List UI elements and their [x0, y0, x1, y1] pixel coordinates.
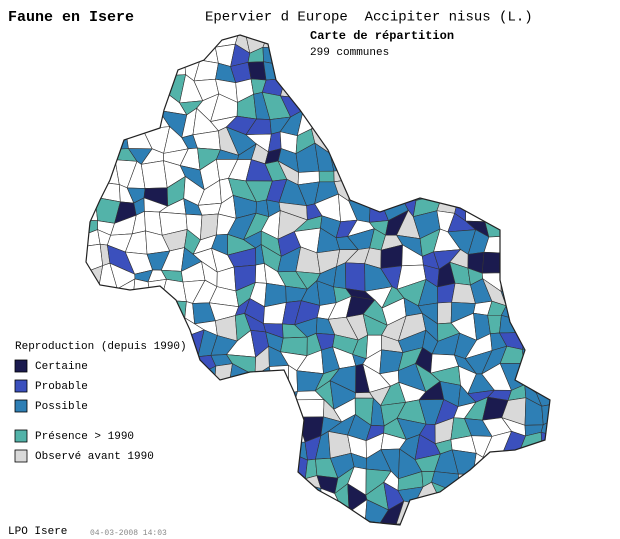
site-title: Faune en Isere: [8, 9, 134, 26]
commune: [140, 160, 168, 189]
species-title: Epervier d Europe Accipiter nisus (L.): [205, 10, 533, 26]
commune-count: 299 communes: [310, 47, 389, 59]
commune: [541, 402, 550, 426]
legend-label: Certaine: [35, 361, 88, 373]
commune: [305, 458, 318, 480]
legend-title: Reproduction (depuis 1990): [15, 341, 187, 353]
legend-label: Observé avant 1990: [35, 451, 154, 463]
commune: [197, 202, 222, 216]
commune: [437, 301, 452, 325]
legend: Certaine Probable Possible Présence > 1990 O…: [14, 359, 154, 463]
legend-label: Probable: [35, 381, 88, 393]
map-title: Carte de répartition: [310, 29, 454, 43]
department-outline: [85, 34, 551, 526]
legend-swatch: [14, 359, 28, 373]
legend-label: Possible: [35, 401, 88, 413]
legend-label: Présence > 1990: [35, 431, 134, 443]
legend-swatch: [14, 429, 28, 443]
commune: [487, 314, 502, 334]
legend-swatch: [14, 449, 28, 463]
commune: [247, 61, 267, 81]
legend-swatch: [14, 379, 28, 393]
legend-swatch: [14, 399, 28, 413]
commune: [318, 170, 335, 183]
commune: [345, 262, 366, 292]
footer-org: LPO Isere: [8, 526, 67, 538]
footer-timestamp: 04-03-2008 14:03: [90, 529, 167, 538]
